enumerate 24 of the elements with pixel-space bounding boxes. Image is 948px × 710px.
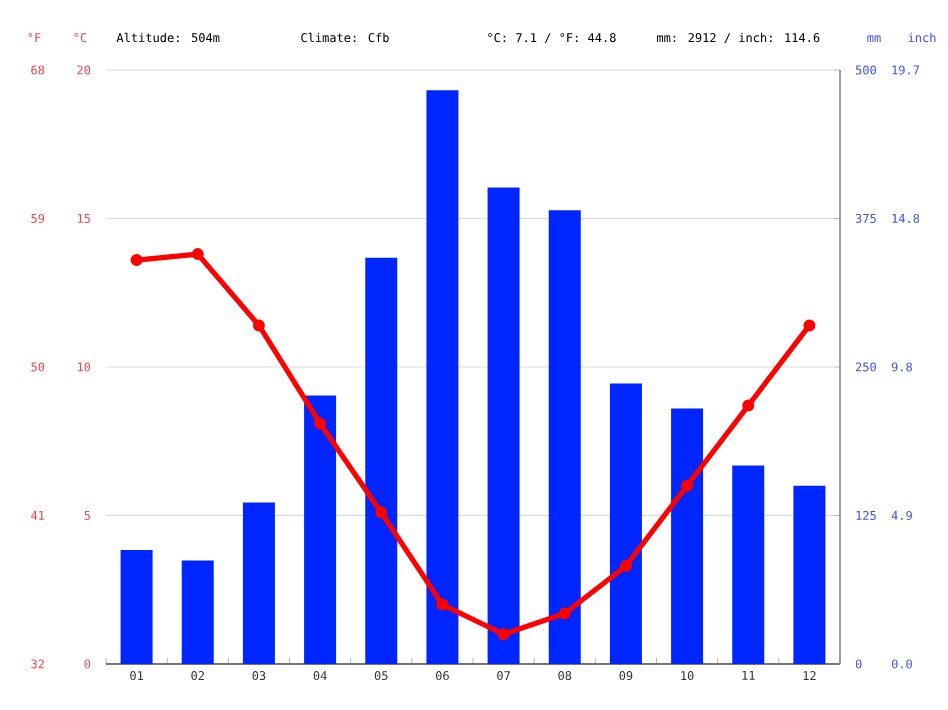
point	[191, 248, 204, 261]
bar	[365, 257, 398, 664]
point	[130, 254, 143, 267]
point	[252, 319, 265, 332]
bar	[548, 210, 581, 664]
bar	[609, 383, 642, 664]
point	[375, 506, 388, 519]
point	[436, 598, 449, 611]
bar	[671, 408, 704, 664]
bar	[120, 549, 153, 664]
bar	[426, 90, 459, 664]
bar	[793, 485, 826, 664]
bar	[242, 502, 275, 664]
bar	[304, 395, 337, 664]
point	[314, 417, 327, 430]
bar	[732, 465, 765, 664]
point	[558, 607, 571, 620]
bar	[181, 560, 214, 664]
point	[619, 559, 632, 572]
point	[803, 319, 816, 332]
point	[497, 628, 510, 641]
point	[681, 479, 694, 492]
bar	[487, 187, 520, 664]
point	[742, 399, 755, 412]
